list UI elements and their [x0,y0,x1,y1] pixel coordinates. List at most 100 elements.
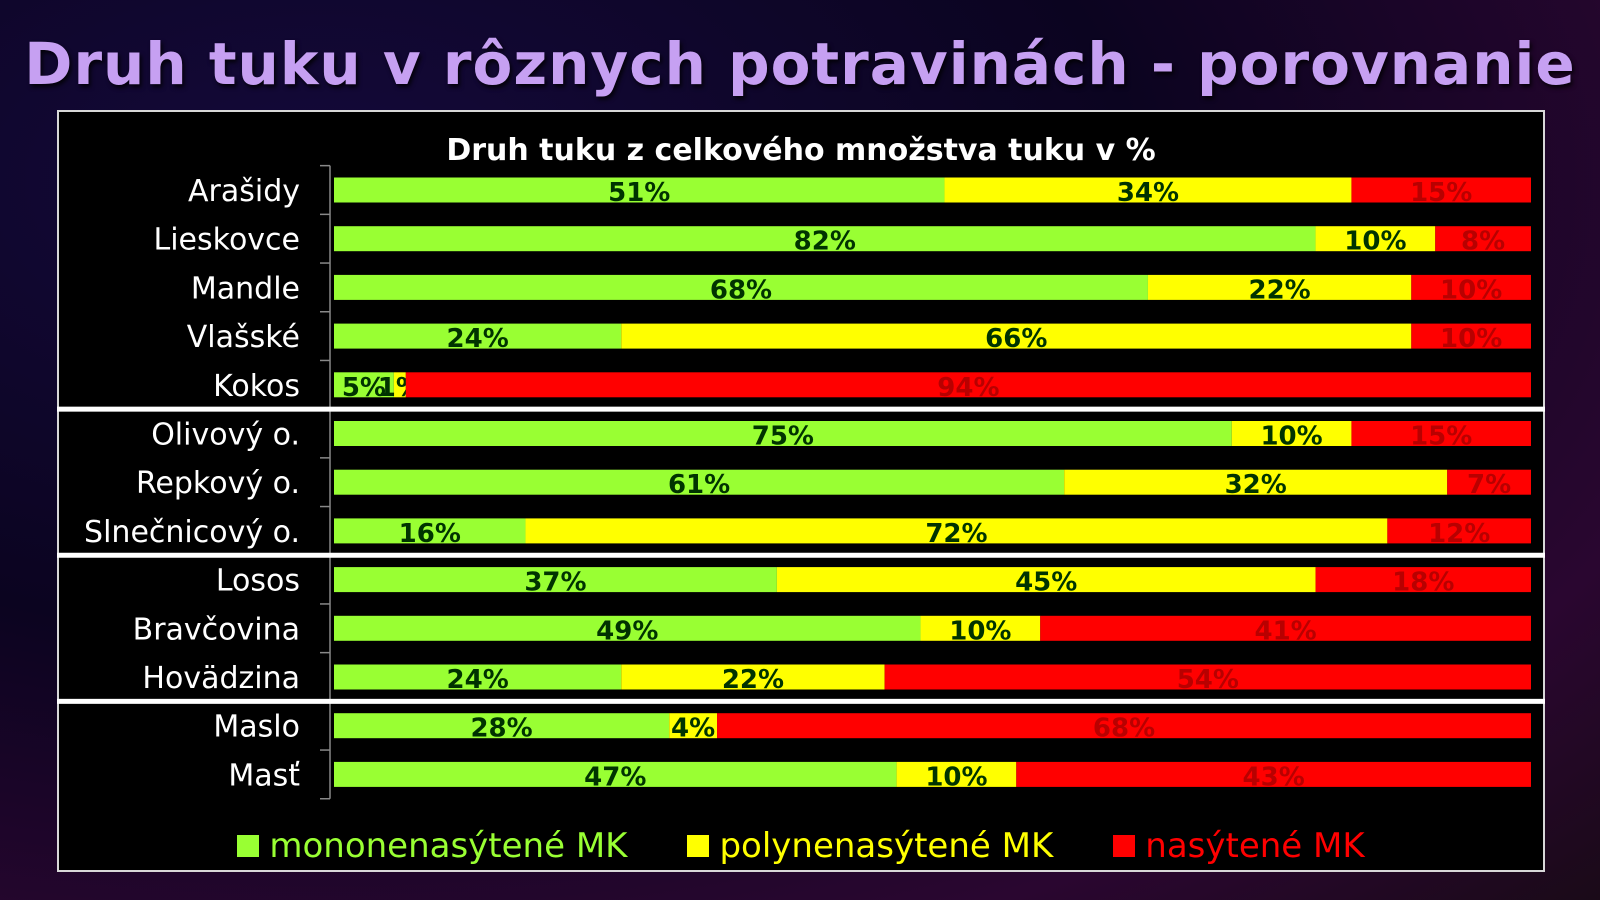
bar-segment [884,664,1531,690]
category-label: Repkový o. [136,466,300,501]
legend-label-saturated: nasýtené MK [1145,826,1365,866]
data-label: 68% [710,275,772,305]
data-label: 41% [1254,616,1316,646]
bar-segment [334,615,921,641]
category-label: Losos [216,564,300,599]
data-label: 82% [794,227,856,257]
data-label: 43% [1243,762,1305,792]
legend-swatch-saturated [1113,835,1136,857]
bar-segment [334,323,622,349]
data-label: 10% [1440,275,1502,305]
bar-segment [334,567,777,593]
data-label: 12% [1428,519,1490,549]
category-label: Slnečnicový o. [84,515,300,550]
data-label: 37% [524,568,586,598]
slide-title: Druh tuku v rôznych potravinách - porovn… [24,30,1576,98]
legend-label-poly: polynenasýtené MK [719,826,1054,866]
data-label: 51% [608,178,670,208]
bar-segment [669,713,718,739]
bar-segment [405,372,1531,398]
data-label: 49% [596,616,658,646]
data-label: 10% [949,616,1011,646]
data-label: 24% [447,324,509,354]
data-label: 10% [1344,227,1406,257]
chart-title: Druh tuku z celkového množstva tuku v % [446,133,1155,168]
data-label: 15% [1410,422,1472,452]
category-label: Mandle [191,271,300,306]
group-separator [57,406,1545,412]
data-label: 94% [937,373,999,403]
data-label: 66% [985,324,1047,354]
bar-segment [776,567,1316,593]
bar-segment [393,372,406,398]
category-label: Kokos [213,369,300,404]
bar-segment [334,518,526,544]
bar-segment [525,518,1388,544]
data-label: 15% [1410,178,1472,208]
data-label: 10% [1260,422,1322,452]
legend-item-poly: polynenasýtené MK [687,826,1053,866]
bar-segment [334,761,897,787]
group-separator [57,698,1545,704]
data-label: 4% [671,714,715,744]
data-label: 24% [447,665,509,695]
category-label: Maslo [213,710,300,745]
data-label: 54% [1177,665,1239,695]
bar-segment [334,274,1148,300]
bar-segment [1351,421,1531,446]
bar-segment [920,615,1041,641]
bar-segment [334,177,945,203]
data-label: 34% [1117,178,1179,208]
data-label: 18% [1392,568,1454,598]
bar-segment [1315,226,1436,252]
legend-item-saturated: nasýtené MK [1113,826,1365,866]
data-label: 22% [722,665,784,695]
category-label: Arašidy [188,174,300,209]
legend-swatch-mono [237,835,260,857]
bar-segment [944,177,1352,203]
data-label: 10% [1440,324,1502,354]
data-label: 45% [1015,568,1077,598]
bar-segment [1315,567,1531,593]
data-label: 47% [584,762,646,792]
group-separator [57,552,1545,558]
data-label: 10% [925,762,987,792]
bar-segment [717,713,1531,739]
bar-segment [1231,421,1352,446]
category-label: Lieskovce [154,223,301,258]
data-label: 22% [1249,275,1311,305]
data-label: 68% [1093,714,1155,744]
category-label: Masť [228,758,300,793]
data-label: 28% [470,714,532,744]
bar-segment [1411,274,1531,300]
bar-segment [1411,323,1531,349]
bar-segment [1387,518,1531,544]
legend-label-mono: mononenasýtené MK [269,826,628,866]
bar-segment [1064,469,1448,495]
category-label: Bravčovina [133,612,300,647]
bar-segment [1351,177,1531,203]
data-label: 5% [342,373,386,403]
bar-segment [1435,226,1531,252]
legend-item-mono: mononenasýtené MK [237,826,627,866]
data-label: 61% [668,470,730,500]
bar-segment [896,761,1017,787]
bar-segment [621,323,1412,349]
bar-segment [1016,761,1531,787]
bar-segment [334,469,1065,495]
category-label: Vlašské [187,320,300,355]
data-label: 8% [1461,227,1505,257]
bar-segment [334,421,1232,446]
data-label: 16% [399,519,461,549]
category-label: Hovädzina [142,661,300,696]
bar-segment [334,372,394,398]
data-label: 7% [1467,470,1511,500]
chart-legend: mononenasýtené MK polynenasýtené MK nasý… [57,826,1545,866]
bar-segment [334,226,1316,252]
bar-segment [621,664,885,690]
bar-segment [1040,615,1531,641]
bar-segment [1447,469,1531,495]
data-label: 32% [1225,470,1287,500]
bar-segment [334,664,622,690]
bar-segment [1147,274,1412,300]
